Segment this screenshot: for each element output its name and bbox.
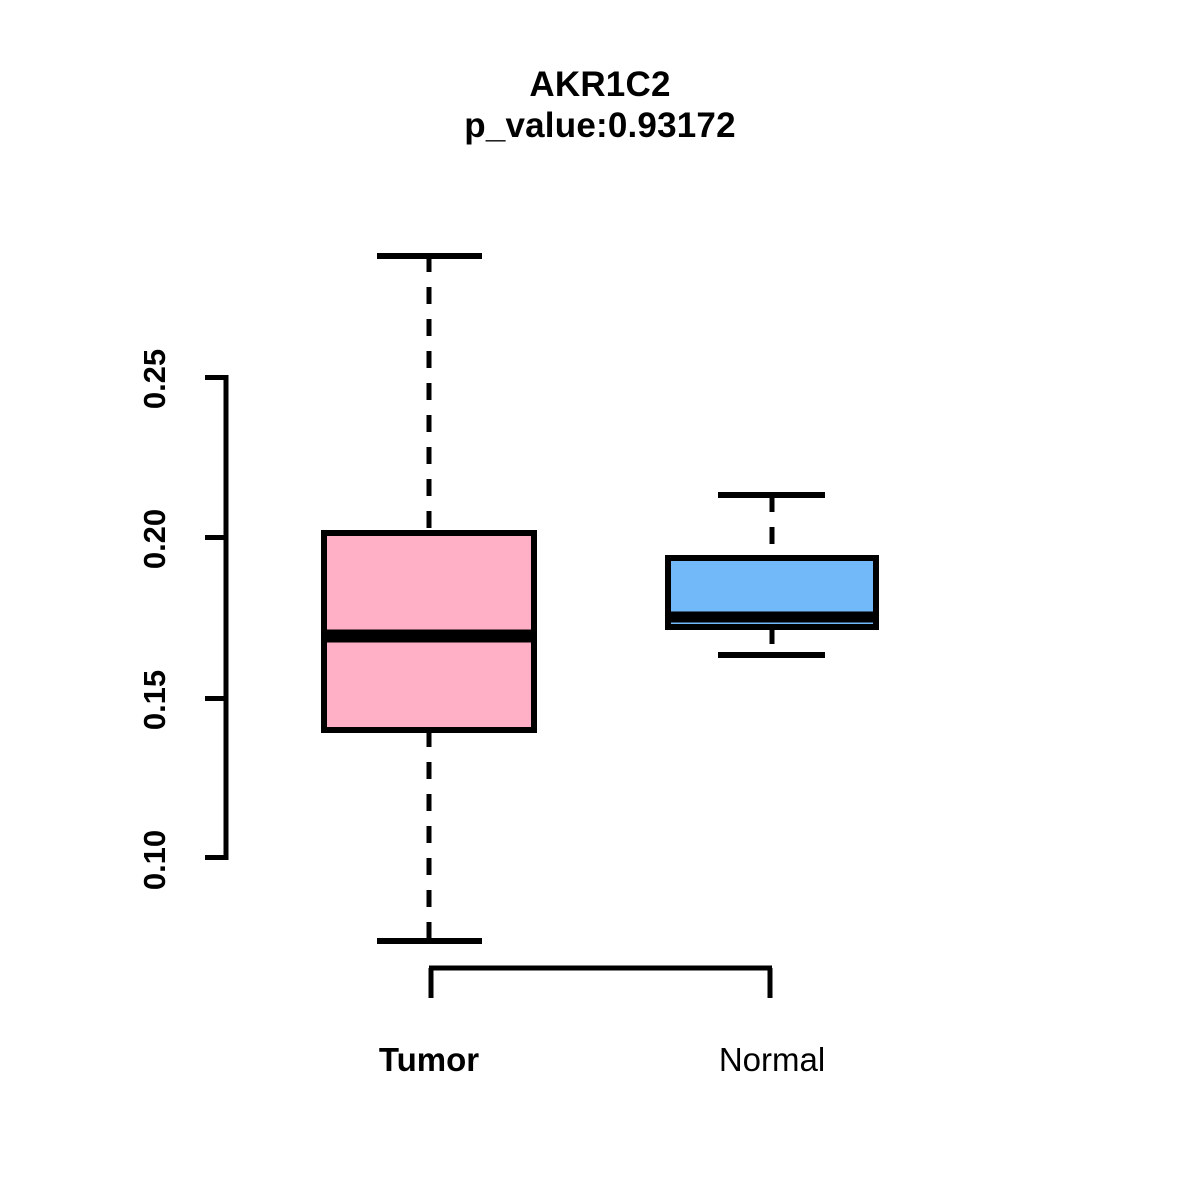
- y-tick-label-025: 0.25: [137, 348, 172, 410]
- y-tick-label-020: 0.20: [137, 508, 172, 570]
- box-normal: [665, 492, 879, 658]
- y-axis: [205, 375, 229, 860]
- x-axis: [428, 965, 773, 998]
- y-tick-label-015: 0.15: [137, 669, 172, 731]
- chart-title-gene: AKR1C2: [529, 65, 671, 104]
- chart-title-block: AKR1C2 p_value:0.93172: [0, 64, 1200, 147]
- x-tick-label-tumor: Tumor: [378, 1041, 480, 1078]
- chart-title-pvalue: p_value:0.93172: [464, 106, 736, 146]
- box-tumor: [321, 253, 537, 944]
- y-tick-label-010: 0.10: [137, 829, 172, 891]
- x-tick-label-normal: Normal: [718, 1041, 826, 1078]
